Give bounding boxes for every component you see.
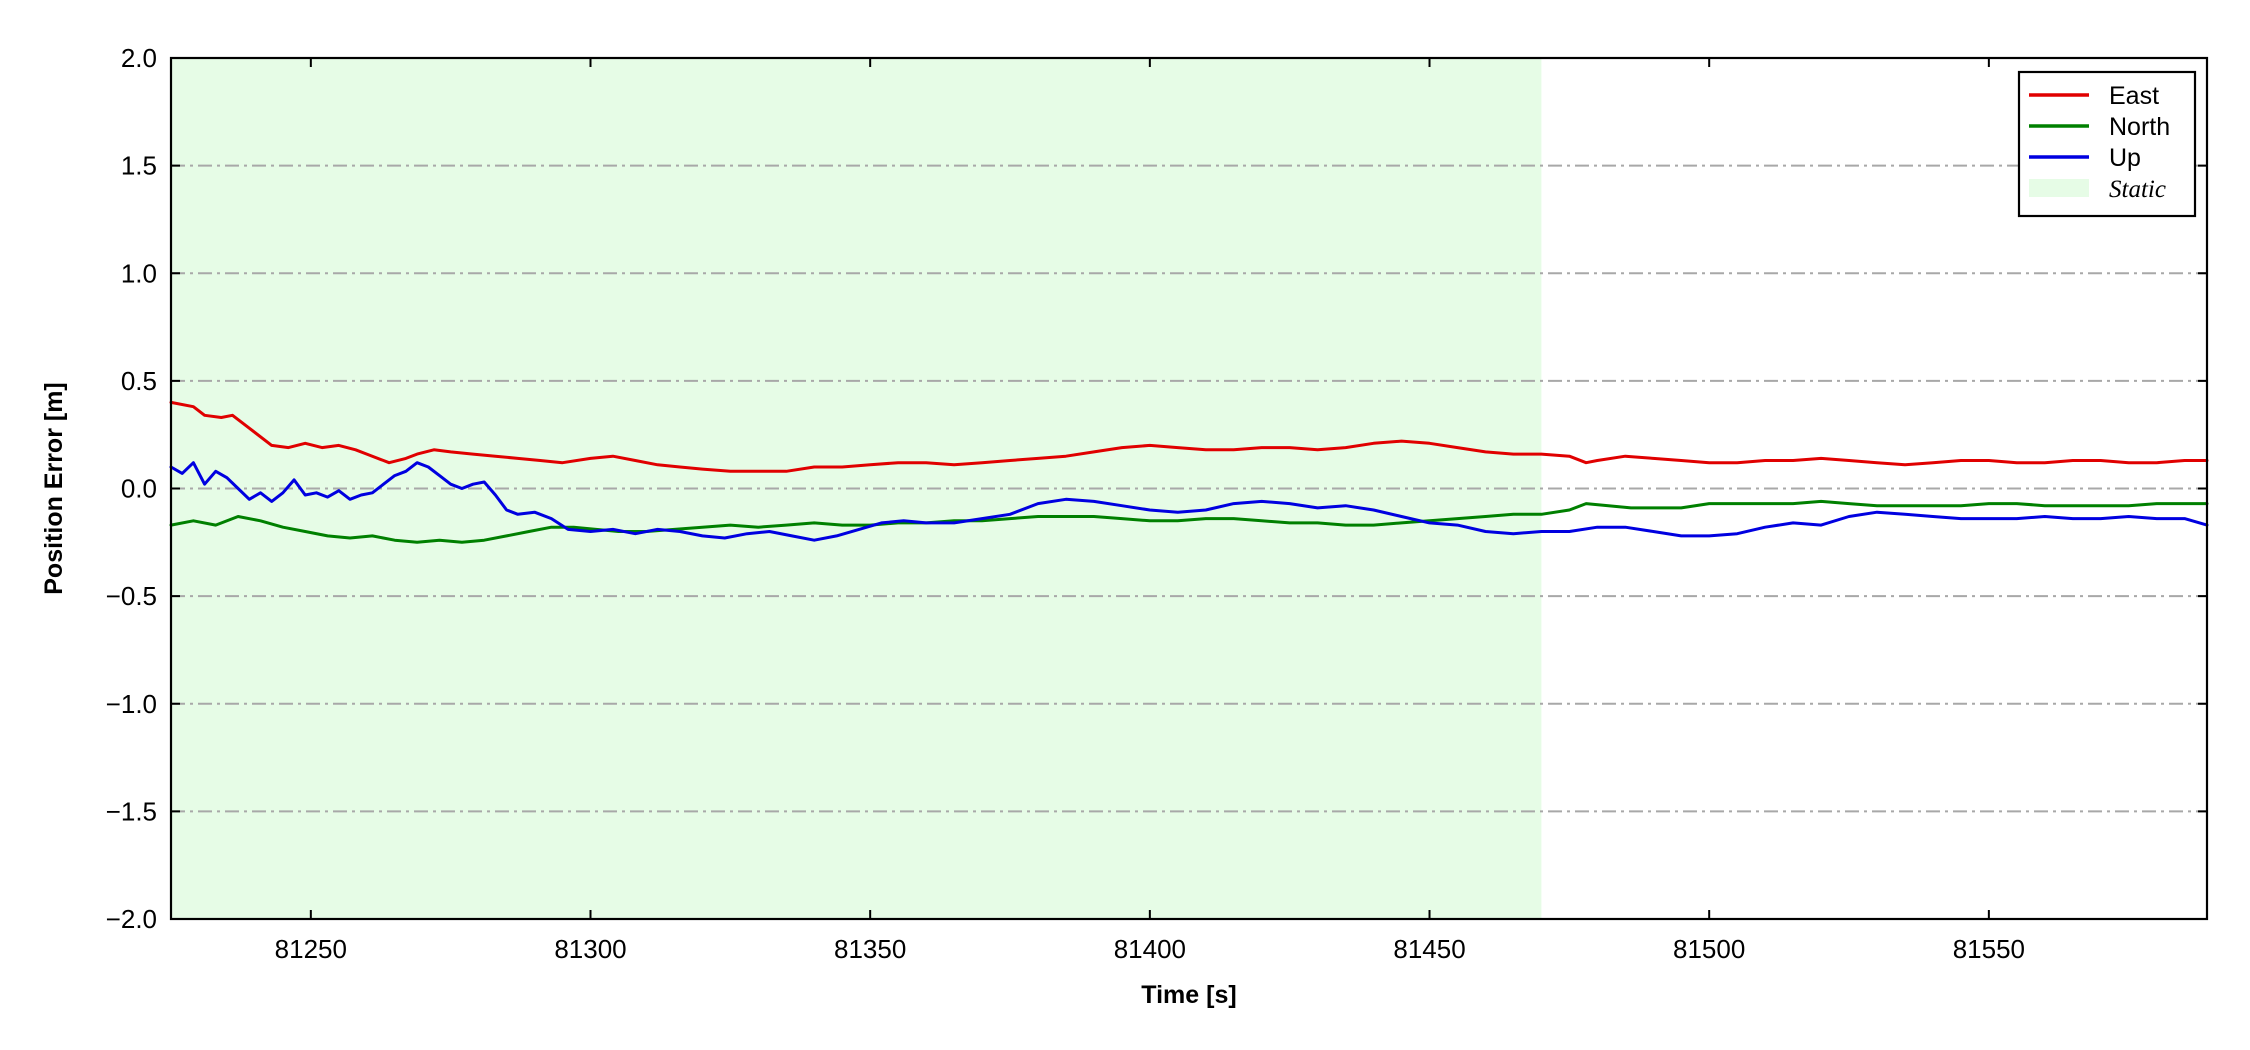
y-axis-label: Position Error [m] (40, 382, 68, 595)
y-tick-label: 2.0 (121, 43, 157, 73)
x-tick-label: 81300 (554, 934, 626, 964)
series-lines (169, 400, 2209, 544)
legend-label-static: Static (2109, 176, 2166, 203)
legend: East North Up Static (2017, 70, 2197, 218)
axis-ticks (171, 57, 2207, 920)
x-tick-label: 81350 (834, 934, 906, 964)
x-tick-label: 81450 (1393, 934, 1465, 964)
x-tick-labels: 81250 81300 81350 81400 81450 81500 81550 (275, 934, 2025, 964)
y-tick-label: 0.5 (121, 366, 157, 396)
legend-label-up: Up (2109, 144, 2141, 172)
y-tick-label: −0.5 (106, 581, 157, 611)
x-tick-label: 81250 (275, 934, 347, 964)
y-tick-label: −2.0 (106, 904, 157, 934)
x-tick-label: 81400 (1114, 934, 1186, 964)
x-tick-label: 81550 (1953, 934, 2025, 964)
y-tick-labels: −2.0 −1.5 −1.0 −0.5 0.0 0.5 1.0 1.5 2.0 (106, 43, 157, 934)
x-tick-label: 81500 (1673, 934, 1745, 964)
legend-label-east: East (2109, 82, 2159, 110)
legend-label-north: North (2109, 113, 2170, 141)
series-line-east (169, 400, 2209, 473)
y-tick-label: 1.0 (121, 258, 157, 288)
legend-swatch-static (2029, 179, 2089, 197)
y-tick-label: 1.5 (121, 151, 157, 181)
grid-lines (171, 164, 2207, 813)
series-line-up (169, 461, 2209, 542)
y-tick-label: 0.0 (121, 474, 157, 504)
series-line-north (169, 499, 2209, 544)
y-tick-label: −1.0 (106, 689, 157, 719)
y-tick-label: −1.5 (106, 796, 157, 826)
x-axis-label: Time [s] (1141, 981, 1236, 1009)
